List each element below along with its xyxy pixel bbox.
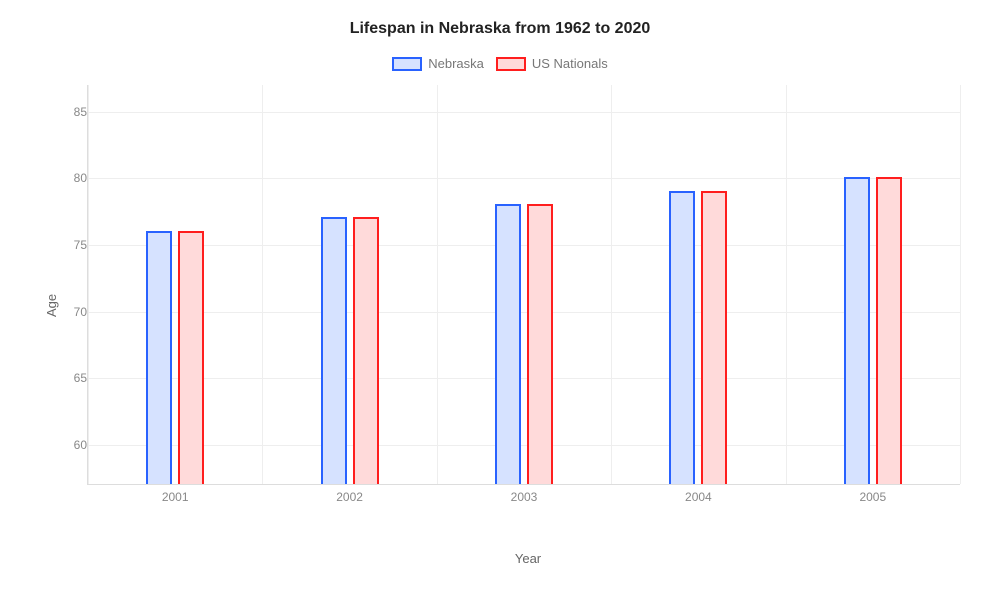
legend-label-nebraska: Nebraska bbox=[428, 56, 484, 71]
legend-item-us-nationals: US Nationals bbox=[496, 56, 608, 71]
x-axis: 2001 2002 2003 2004 2005 bbox=[88, 484, 960, 508]
y-tick: 75 bbox=[74, 238, 87, 252]
chart-title: Lifespan in Nebraska from 1962 to 2020 bbox=[40, 20, 960, 38]
x-axis-label: Year bbox=[96, 551, 960, 566]
legend-label-us-nationals: US Nationals bbox=[532, 56, 608, 71]
y-tick: 80 bbox=[74, 171, 87, 185]
bar bbox=[669, 191, 695, 484]
legend-swatch-nebraska bbox=[392, 57, 422, 71]
bar bbox=[844, 177, 870, 484]
legend-item-nebraska: Nebraska bbox=[392, 56, 484, 71]
y-axis: 60 65 70 75 80 85 bbox=[59, 85, 87, 485]
v-gridline bbox=[960, 85, 961, 484]
plot-area: 20012002200320042005 bbox=[87, 85, 960, 485]
bar bbox=[321, 217, 347, 484]
bar bbox=[178, 231, 204, 484]
y-axis-label: Age bbox=[40, 85, 59, 525]
chart-container: Lifespan in Nebraska from 1962 to 2020 N… bbox=[0, 0, 1000, 600]
plot-wrapper: Age 60 65 70 75 80 85 2001 2002 2003 2004 2005 bbox=[40, 85, 960, 525]
x-tick: 2003 bbox=[511, 490, 538, 504]
x-tick: 2004 bbox=[685, 490, 712, 504]
bar bbox=[701, 191, 727, 484]
legend-swatch-us-nationals bbox=[496, 57, 526, 71]
bar bbox=[353, 217, 379, 484]
x-tick: 2005 bbox=[859, 490, 886, 504]
bar bbox=[495, 204, 521, 484]
y-tick: 70 bbox=[74, 305, 87, 319]
bars-layer bbox=[88, 85, 960, 484]
bar bbox=[527, 204, 553, 484]
x-tick: 2001 bbox=[162, 490, 189, 504]
y-tick: 85 bbox=[74, 105, 87, 119]
x-tick: 2002 bbox=[336, 490, 363, 504]
legend: Nebraska US Nationals bbox=[40, 56, 960, 71]
y-tick: 60 bbox=[74, 438, 87, 452]
bar bbox=[876, 177, 902, 484]
bar bbox=[146, 231, 172, 484]
y-tick: 65 bbox=[74, 371, 87, 385]
